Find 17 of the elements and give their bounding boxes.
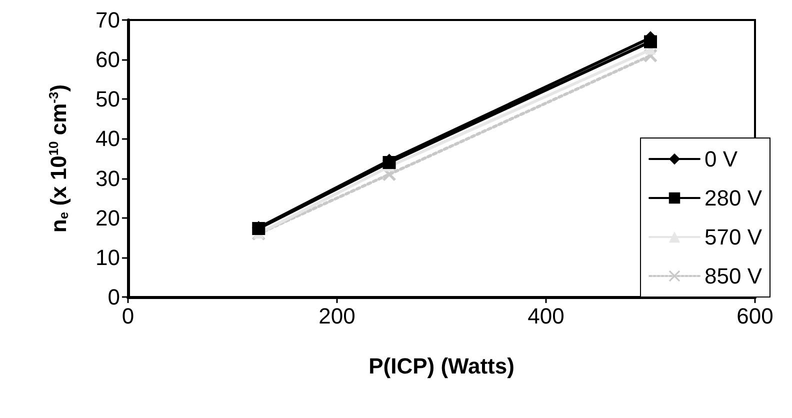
y-tick-label: 60 (96, 47, 120, 72)
y-tick-label: 30 (96, 166, 120, 191)
y-tick-label: 70 (96, 8, 120, 32)
legend-label: 280 V (704, 186, 762, 210)
y-tick-label: 50 (96, 86, 120, 112)
legend-label: 570 V (704, 224, 762, 250)
x-tick-label: 400 (528, 304, 564, 328)
y-axis-title: ne (x 1010 cm-3) (46, 84, 71, 233)
y-tick-label: 20 (96, 205, 120, 230)
legend-label: 0 V (704, 146, 738, 172)
x-tick-label: 600 (736, 304, 774, 328)
y-tick-label: 10 (96, 244, 120, 270)
legend-label: 850 V (704, 264, 762, 288)
x-tick-label: 200 (318, 304, 356, 328)
y-tick-label: 40 (96, 126, 120, 152)
x-axis-title: P(ICP) (Watts) (368, 354, 514, 378)
y-tick-label: 0 (108, 284, 120, 310)
